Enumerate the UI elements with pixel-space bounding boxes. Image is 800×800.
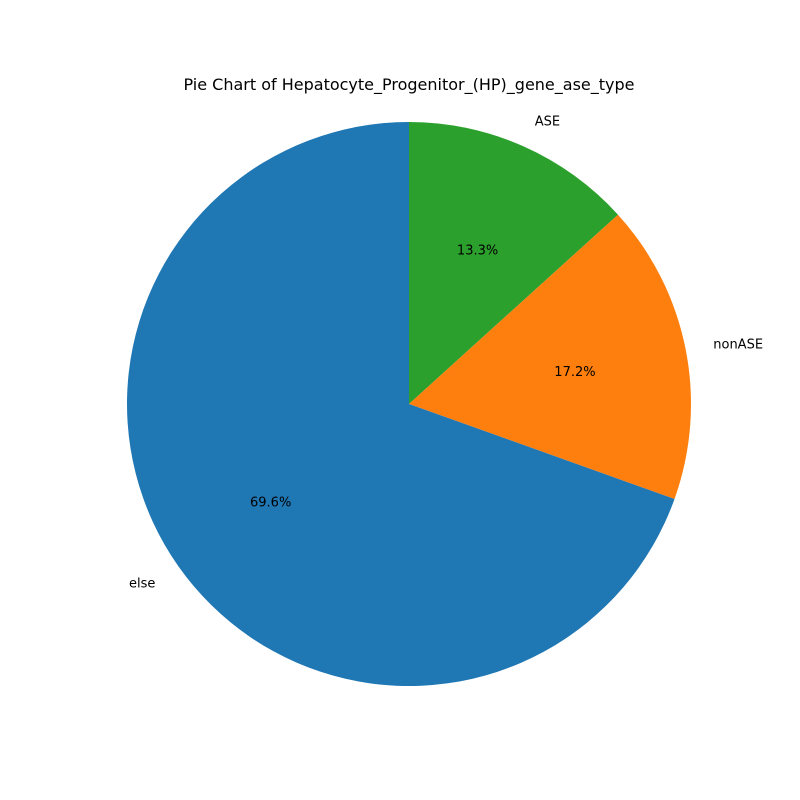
slice-percent-nonase: 17.2% [554, 365, 595, 380]
pie-slice-nonase [409, 214, 691, 500]
pie-slice-ase [409, 122, 619, 404]
slice-percent-else: 69.6% [250, 495, 291, 510]
pie-slices [126, 122, 691, 686]
chart-title: Pie Chart of Hepatocyte_Progenitor_(HP)_… [184, 75, 635, 95]
pie-slice-else [126, 122, 675, 686]
slice-label-ase: ASE [535, 114, 560, 129]
pie-labels: ASE 13.3% nonASE 17.2% else 69.6% [129, 114, 763, 591]
slice-label-nonase: nonASE [713, 338, 763, 353]
slice-percent-ase: 13.3% [457, 243, 498, 258]
slice-label-else: else [129, 577, 155, 592]
